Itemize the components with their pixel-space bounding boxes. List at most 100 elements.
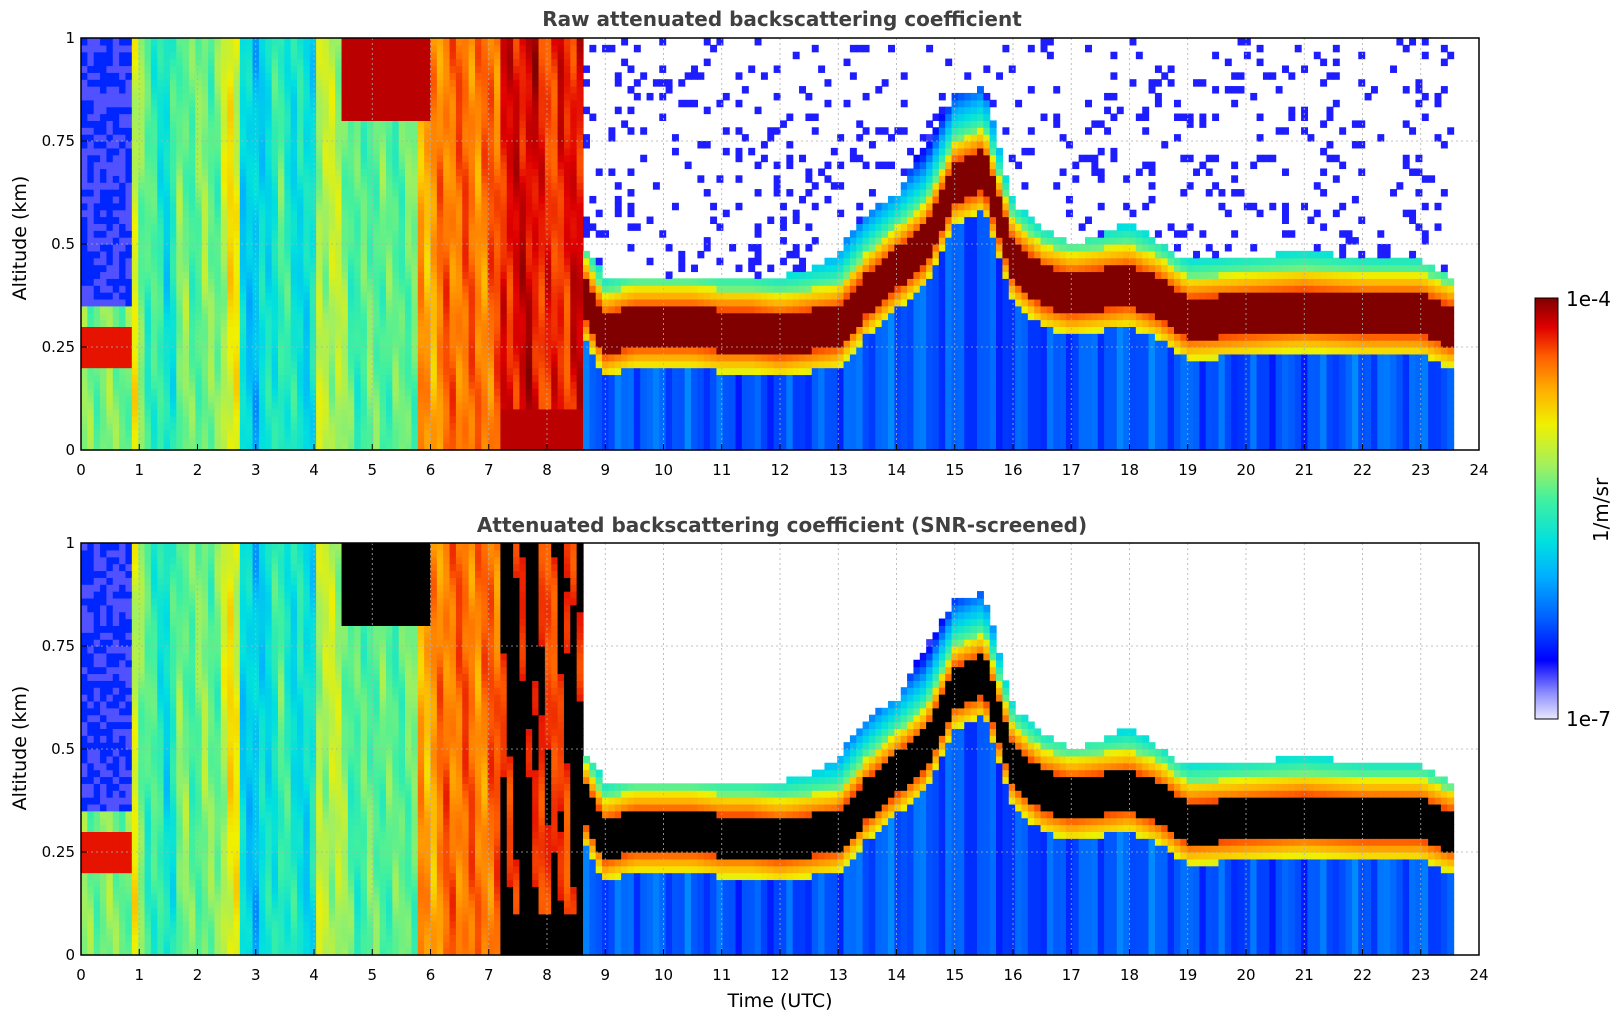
heatmap-cell xyxy=(506,333,514,341)
heatmap-cell xyxy=(468,312,476,321)
heatmap-cell xyxy=(277,244,285,252)
heatmap-cell xyxy=(176,38,184,46)
heatmap-cell xyxy=(513,292,521,300)
heatmap-cell xyxy=(208,161,216,170)
heatmap-cell xyxy=(462,347,470,355)
heatmap-cell xyxy=(455,436,463,444)
heatmap-cell xyxy=(386,92,393,101)
heatmap-cell xyxy=(347,72,355,80)
heatmap-cell xyxy=(208,285,216,293)
heatmap-cell xyxy=(176,408,184,417)
heatmap-cell xyxy=(386,257,393,266)
heatmap-cell xyxy=(322,305,330,314)
heatmap-cell xyxy=(373,127,381,135)
heatmap-cell xyxy=(271,340,279,348)
heatmap-cell xyxy=(386,443,393,451)
heatmap-cell xyxy=(297,319,304,327)
heatmap-cell xyxy=(112,360,120,369)
heatmap-cell xyxy=(309,395,317,403)
heatmap-cell xyxy=(392,154,400,163)
heatmap-cell xyxy=(576,305,584,314)
heatmap-cell xyxy=(119,99,127,108)
heatmap-cell xyxy=(551,367,559,376)
heatmap-cell xyxy=(138,305,146,314)
heatmap-cell xyxy=(265,374,273,382)
heatmap-cell xyxy=(436,72,444,80)
heatmap-cell xyxy=(214,51,222,60)
heatmap-cell xyxy=(144,147,152,156)
heatmap-cell xyxy=(138,360,146,369)
heatmap-cell xyxy=(208,72,216,80)
heatmap-cell xyxy=(335,250,343,259)
heatmap-cell xyxy=(119,388,127,396)
heatmap-cell xyxy=(208,264,216,273)
heatmap-cell xyxy=(398,312,406,321)
heatmap-cell xyxy=(214,443,222,451)
heatmap-cell xyxy=(201,86,209,94)
heatmap-cell xyxy=(297,443,304,451)
heatmap-cell xyxy=(284,38,292,46)
heatmap-cell xyxy=(417,51,425,60)
heatmap-cell xyxy=(316,216,324,224)
heatmap-cell xyxy=(544,58,552,67)
heatmap-cell xyxy=(563,264,571,273)
heatmap-cell xyxy=(417,347,425,355)
heatmap-cell xyxy=(481,244,489,252)
heatmap-cell xyxy=(551,147,559,156)
heatmap-cell xyxy=(271,51,279,60)
heatmap-cell xyxy=(494,38,501,46)
heatmap-cell xyxy=(538,237,546,245)
heatmap-cell xyxy=(328,244,336,252)
heatmap-cell xyxy=(392,298,400,307)
heatmap-cell xyxy=(81,141,88,149)
heatmap-cell xyxy=(182,443,190,451)
heatmap-cell xyxy=(487,257,495,266)
heatmap-cell xyxy=(208,312,216,321)
heatmap-cell xyxy=(468,250,476,259)
heatmap-cell xyxy=(284,141,292,149)
heatmap-cell xyxy=(430,99,438,108)
heatmap-cell xyxy=(303,168,311,176)
heatmap-cell xyxy=(93,175,101,183)
heatmap-cell xyxy=(538,58,546,67)
heatmap-cell xyxy=(608,436,616,444)
heatmap-cell xyxy=(322,134,330,142)
heatmap-cell xyxy=(551,292,559,300)
heatmap-cell xyxy=(462,182,470,190)
heatmap-cell xyxy=(309,195,317,204)
heatmap-cell xyxy=(119,278,127,286)
heatmap-cell xyxy=(570,58,578,67)
heatmap-cell xyxy=(277,161,285,170)
heatmap-cell xyxy=(246,161,254,170)
heatmap-cell xyxy=(284,161,292,170)
heatmap-cell xyxy=(176,113,184,121)
heatmap-cell xyxy=(430,271,438,279)
heatmap-cell xyxy=(538,367,546,376)
heatmap-cell xyxy=(398,367,406,376)
heatmap-cell xyxy=(436,347,444,355)
heatmap-cell xyxy=(500,381,508,389)
heatmap-cell xyxy=(220,395,228,403)
heatmap-cell xyxy=(227,388,235,396)
heatmap-cell xyxy=(557,86,565,94)
heatmap-cell xyxy=(265,223,273,231)
heatmap-cell xyxy=(386,250,393,259)
heatmap-cell xyxy=(335,401,343,410)
heatmap-cell xyxy=(544,127,552,135)
heatmap-cell xyxy=(449,285,457,293)
heatmap-cell xyxy=(614,79,622,87)
heatmap-cell xyxy=(87,285,95,293)
heatmap-cell xyxy=(405,292,413,300)
heatmap-cell xyxy=(557,415,565,424)
heatmap-cell xyxy=(417,264,425,273)
heatmap-cell xyxy=(138,216,146,224)
heatmap-cell xyxy=(100,415,108,424)
heatmap-cell xyxy=(563,257,571,266)
heatmap-cell xyxy=(379,202,387,211)
heatmap-cell xyxy=(106,244,114,252)
heatmap-cell xyxy=(195,353,203,362)
heatmap-cell xyxy=(405,443,413,451)
heatmap-cell xyxy=(220,216,228,224)
heatmap-cell xyxy=(589,360,597,369)
heatmap-cell xyxy=(163,216,171,224)
